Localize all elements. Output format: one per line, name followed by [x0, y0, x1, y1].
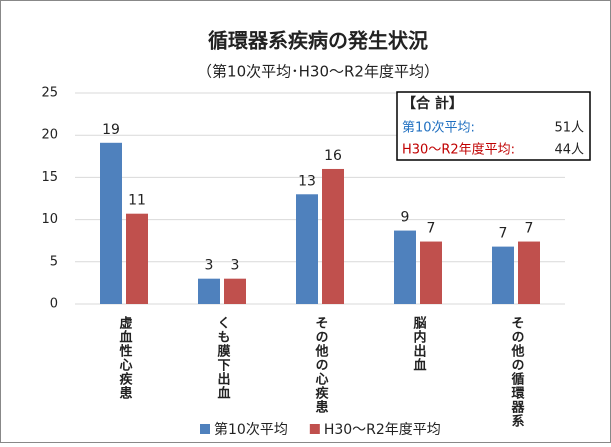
annotation-value: 51人	[554, 121, 584, 136]
data-label: 3	[231, 258, 240, 274]
data-label: 3	[205, 258, 214, 274]
y-tick-label: 5	[50, 254, 58, 269]
bar	[126, 213, 148, 304]
annotation-value: 44人	[554, 143, 584, 158]
y-tick-label: 0	[50, 297, 58, 312]
data-label: 16	[324, 148, 342, 164]
data-label: 7	[427, 221, 436, 237]
legend-swatch	[200, 424, 210, 434]
annotation-heading: 【合 計】	[402, 95, 463, 112]
data-label: 9	[401, 210, 410, 226]
x-tick-label: その他の循環器系	[509, 316, 526, 428]
bar	[420, 241, 442, 304]
annotation-box	[396, 91, 591, 161]
bar	[100, 142, 122, 304]
bar	[296, 194, 318, 304]
bar	[518, 241, 540, 304]
annotation-label: 第10次平均:	[402, 120, 475, 136]
x-tick-label: 虚血性心疾患	[117, 315, 133, 400]
chart-subtitle: （第10次平均･H30～R2年度平均）	[197, 63, 439, 81]
y-tick-label: 20	[41, 128, 58, 143]
y-tick-label: 25	[41, 86, 58, 101]
bar	[198, 278, 220, 304]
x-tick-label: 脳内出血	[411, 316, 427, 372]
x-tick-label: その他の心疾患	[313, 316, 330, 414]
bar	[224, 278, 246, 304]
legend-swatch	[309, 424, 320, 434]
data-label: 7	[525, 221, 534, 237]
chart-title: 循環器系疾病の発生状況	[208, 29, 428, 53]
data-label: 13	[298, 173, 316, 189]
data-label: 7	[499, 226, 508, 242]
bar	[492, 246, 514, 304]
data-label: 11	[128, 193, 146, 209]
bar	[394, 230, 416, 304]
legend-label: H30～R2年度平均	[324, 422, 441, 438]
bar	[322, 168, 344, 304]
annotation-label: H30～R2年度平均:	[402, 142, 515, 158]
y-tick-label: 15	[41, 170, 58, 185]
data-label: 19	[102, 122, 120, 138]
x-tick-label: くも膜下出血	[215, 316, 231, 400]
legend-label: 第10次平均	[214, 421, 288, 438]
y-tick-label: 10	[41, 212, 58, 227]
